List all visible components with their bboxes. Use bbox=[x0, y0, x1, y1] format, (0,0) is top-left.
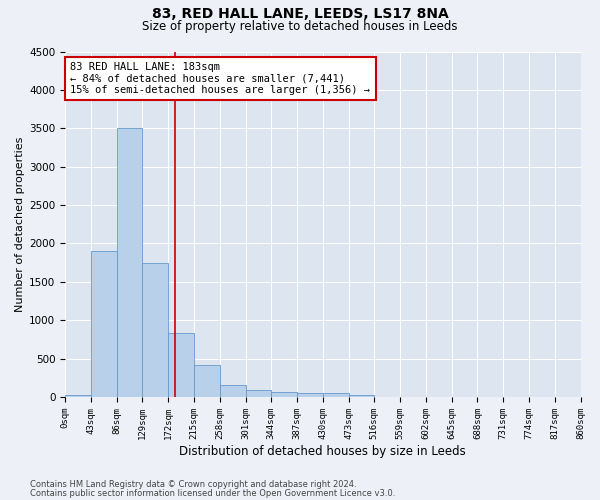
Bar bbox=[142, 262, 168, 397]
Bar bbox=[65, 394, 91, 397]
Text: 83 RED HALL LANE: 183sqm
← 84% of detached houses are smaller (7,441)
15% of sem: 83 RED HALL LANE: 183sqm ← 84% of detach… bbox=[70, 62, 370, 95]
Bar bbox=[91, 251, 116, 397]
Bar bbox=[245, 390, 271, 397]
Bar bbox=[220, 384, 245, 397]
Bar bbox=[271, 392, 297, 397]
Bar bbox=[323, 392, 349, 397]
Bar bbox=[194, 364, 220, 397]
Bar bbox=[168, 334, 194, 397]
Bar bbox=[297, 392, 323, 397]
Text: Size of property relative to detached houses in Leeds: Size of property relative to detached ho… bbox=[142, 20, 458, 33]
Bar bbox=[349, 394, 374, 397]
X-axis label: Distribution of detached houses by size in Leeds: Distribution of detached houses by size … bbox=[179, 444, 466, 458]
Text: Contains public sector information licensed under the Open Government Licence v3: Contains public sector information licen… bbox=[30, 489, 395, 498]
Text: Contains HM Land Registry data © Crown copyright and database right 2024.: Contains HM Land Registry data © Crown c… bbox=[30, 480, 356, 489]
Text: 83, RED HALL LANE, LEEDS, LS17 8NA: 83, RED HALL LANE, LEEDS, LS17 8NA bbox=[152, 8, 448, 22]
Bar bbox=[116, 128, 142, 397]
Y-axis label: Number of detached properties: Number of detached properties bbox=[15, 136, 25, 312]
